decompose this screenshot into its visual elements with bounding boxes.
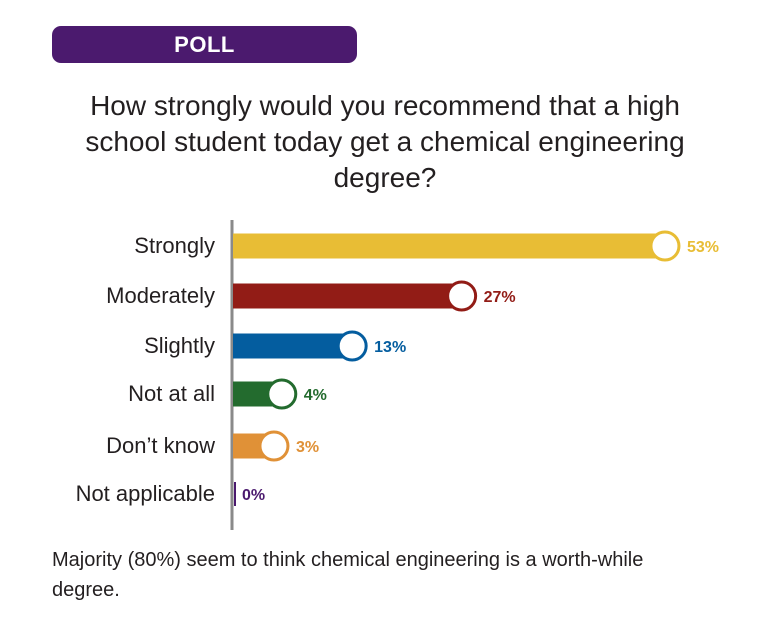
data-label: 3% <box>296 439 319 456</box>
data-label: 27% <box>484 289 516 306</box>
category-label: Don’t know <box>106 433 215 458</box>
footer-note: Majority (80%) seem to think chemical en… <box>52 549 644 601</box>
category-label: Slightly <box>144 333 215 358</box>
category-label: Not at all <box>128 381 215 406</box>
category-label: Not applicable <box>75 481 215 506</box>
data-label: 53% <box>687 239 719 256</box>
bar-end-marker <box>266 378 298 410</box>
bar-end-marker <box>258 430 290 462</box>
bar <box>233 333 353 359</box>
data-label: 4% <box>304 387 327 404</box>
category-label: Moderately <box>106 283 215 308</box>
bar-end-marker <box>446 280 478 312</box>
chart-title: How strongly would you recommend that a … <box>85 90 685 193</box>
data-label: 0% <box>242 487 265 504</box>
bar-end-marker <box>336 330 368 362</box>
poll-badge: POLL <box>52 26 357 63</box>
data-label: 13% <box>374 339 406 356</box>
bar <box>233 283 462 309</box>
category-label: Strongly <box>134 233 215 258</box>
bar-end-marker <box>649 230 681 262</box>
bar <box>233 233 665 259</box>
